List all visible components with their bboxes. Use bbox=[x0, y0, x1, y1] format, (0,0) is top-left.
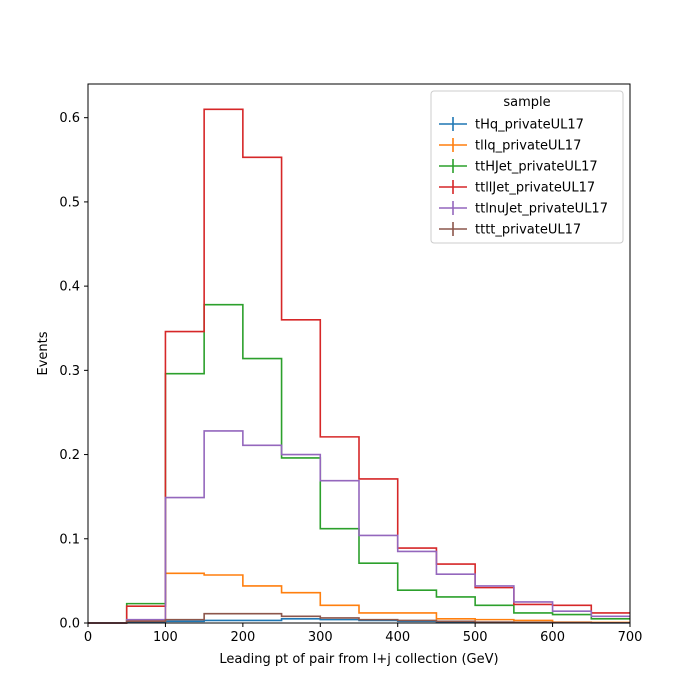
x-tick-label: 300 bbox=[308, 630, 333, 645]
legend-label: tllq_privateUL17 bbox=[475, 139, 581, 154]
x-tick-label: 700 bbox=[618, 630, 643, 645]
x-tick-label: 200 bbox=[230, 630, 255, 645]
x-axis-title: Leading pt of pair from l+j collection (… bbox=[219, 652, 498, 667]
legend-label: ttlnuJet_privateUL17 bbox=[475, 202, 608, 217]
x-tick-label: 100 bbox=[153, 630, 178, 645]
series-line-ttHJet_privateUL17 bbox=[88, 303, 630, 624]
legend-item-ttHJet_privateUL17: ttHJet_privateUL17 bbox=[439, 159, 598, 175]
y-axis-title: Events bbox=[36, 331, 51, 375]
legend-frame bbox=[430, 90, 624, 244]
legend-label: ttllJet_privateUL17 bbox=[475, 181, 595, 196]
x-tick-label: 500 bbox=[463, 630, 488, 645]
series-line-ttllJet_privateUL17 bbox=[88, 108, 630, 624]
y-tick-label: 0.0 bbox=[59, 617, 80, 632]
legend-item-tttt_privateUL17: tttt_privateUL17 bbox=[439, 222, 581, 238]
axes-frame bbox=[87, 83, 631, 624]
x-tick-label: 0 bbox=[84, 630, 92, 645]
x-tick-label: 600 bbox=[540, 630, 565, 645]
plot-area bbox=[88, 108, 630, 624]
y-tick-label: 0.1 bbox=[59, 532, 80, 547]
legend-item-tHq_privateUL17: tHq_privateUL17 bbox=[439, 117, 584, 133]
y-tick-label: 0.6 bbox=[59, 111, 80, 126]
x-tick-label: 400 bbox=[385, 630, 410, 645]
series-line-tttt_privateUL17 bbox=[88, 612, 630, 624]
y-tick-label: 0.3 bbox=[59, 364, 80, 379]
legend-item-tllq_privateUL17: tllq_privateUL17 bbox=[439, 138, 581, 154]
axes: 0 100 200 300 400 500 600 700 0.0 0.1 0.2 0.3 0.4 0.5… bbox=[59, 83, 643, 645]
y-tick-label: 0.4 bbox=[59, 280, 80, 295]
legend-label: tHq_privateUL17 bbox=[475, 118, 584, 133]
legend-item-ttllJet_privateUL17: ttllJet_privateUL17 bbox=[439, 180, 595, 196]
legend: sample tHq_privateUL17 tllq_privateUL17tt… bbox=[430, 90, 624, 244]
series-line-tllq_privateUL17 bbox=[88, 572, 630, 624]
series-line-ttlnuJet_privateUL17 bbox=[88, 430, 630, 624]
legend-label: ttHJet_privateUL17 bbox=[475, 160, 598, 175]
legend-label: tttt_privateUL17 bbox=[475, 223, 581, 238]
y-tick-label: 0.5 bbox=[59, 195, 80, 210]
y-tick-label: 0.2 bbox=[59, 448, 80, 463]
legend-title: sample bbox=[503, 95, 550, 110]
legend-item-ttlnuJet_privateUL17: ttlnuJet_privateUL17 bbox=[439, 201, 608, 217]
